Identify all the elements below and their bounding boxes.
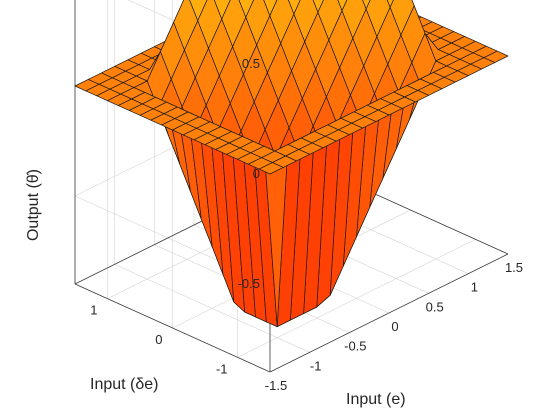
y-tick-label: -1 [216, 361, 228, 376]
x-tick-label: -1.5 [265, 378, 287, 393]
x-tick-label: -0.5 [344, 339, 366, 354]
surface-face [258, 162, 284, 175]
z-tick-label: 0 [253, 166, 260, 181]
box-edge [269, 253, 509, 373]
x-tick-label: 1 [471, 280, 478, 295]
tick-labels: -0.5 0 0.5 -1 0 1 -1.5 -1 -0.5 0 0.5 1 1.5 [90, 56, 523, 393]
surface-face [238, 0, 255, 18]
surface-face [337, 0, 348, 12]
z-tick-label: -0.5 [238, 276, 260, 291]
x-axis-label: Input (e) [346, 391, 406, 408]
box-edge [74, 283, 271, 373]
x-tick-label: 0 [391, 319, 398, 334]
surface-face [362, 0, 371, 10]
y-tick-label: 0 [155, 332, 162, 347]
surface-face [263, 0, 278, 17]
z-tick-label: 0.5 [242, 56, 260, 71]
surface-face [288, 0, 301, 15]
grid-line [114, 264, 310, 353]
y-axis-label: Input (δe) [90, 376, 159, 393]
surface-face [386, 0, 394, 8]
z-axis-label: Output (θ̇) [25, 169, 42, 241]
x-tick-label: 0.5 [426, 299, 444, 314]
x-tick-label: 1.5 [505, 260, 523, 275]
y-tick-label: 1 [90, 303, 97, 318]
surface-mesh [74, 0, 509, 328]
surface-face [312, 0, 324, 13]
x-tick-label: -1 [310, 358, 322, 373]
